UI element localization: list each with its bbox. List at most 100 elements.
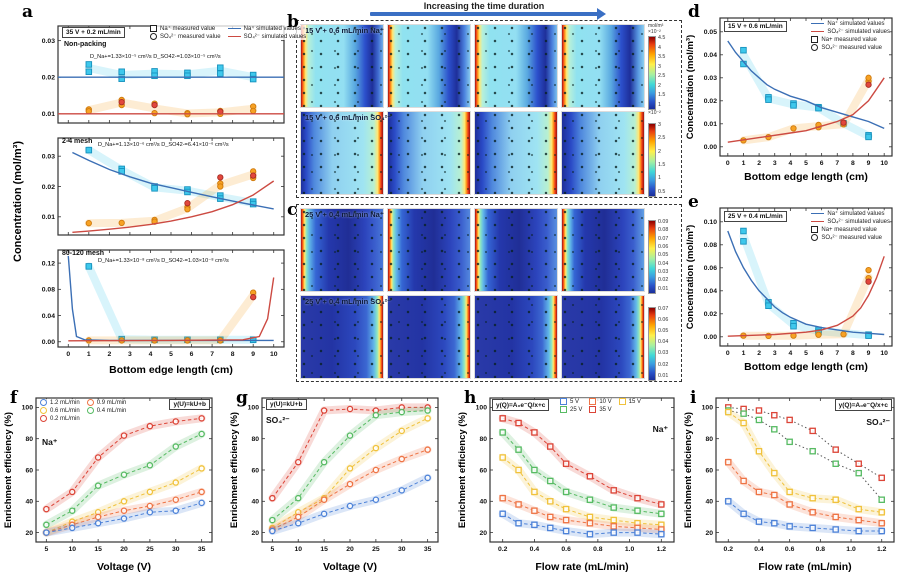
legend-item: 35 V bbox=[589, 406, 612, 413]
svg-text:80: 80 bbox=[705, 436, 713, 443]
svg-text:0.00: 0.00 bbox=[704, 334, 717, 341]
svg-text:6: 6 bbox=[820, 160, 824, 167]
legend-item: 0.4 mL/min bbox=[86, 407, 127, 414]
colorbar: mol/m³ ×10⁻² 4.5 4 3.5 3 2.5 2 1.5 1 bbox=[645, 23, 678, 110]
svg-text:0.2: 0.2 bbox=[498, 546, 508, 553]
legend-item: SO₄²⁻ simulated values bbox=[811, 28, 890, 35]
svg-text:Enrichment efficiency (%): Enrichment efficiency (%) bbox=[457, 412, 468, 528]
svg-text:5: 5 bbox=[44, 546, 48, 553]
legend-item: 0.6 mL/min bbox=[40, 407, 80, 414]
svg-text:2: 2 bbox=[107, 351, 111, 358]
particle-dots-overlay bbox=[301, 112, 383, 194]
svg-text:1: 1 bbox=[742, 160, 746, 167]
heatmap-frames bbox=[300, 208, 645, 292]
panel-letter-f: f bbox=[10, 388, 18, 408]
legend-item-label: 0.6 mL/min bbox=[50, 407, 80, 414]
colorbar-tick-label: 0.07 bbox=[658, 235, 669, 242]
legend-item-label: 0.9 mL/min bbox=[96, 399, 127, 406]
svg-text:0.08: 0.08 bbox=[42, 287, 55, 294]
svg-text:Enrichment efficiency (%): Enrichment efficiency (%) bbox=[3, 412, 14, 528]
legend-item: SO₄²⁻ measured value bbox=[811, 44, 890, 51]
heatmap-frame bbox=[474, 24, 558, 108]
heatmap-frame bbox=[387, 295, 471, 379]
colorbar-tick-label: 2 bbox=[658, 82, 661, 89]
legend-item-label: 1.2 mL/min bbox=[50, 399, 80, 406]
chart-canvas-a1: 0.01 0.02 0.03 bbox=[42, 25, 285, 124]
svg-text:Flow rate (mL/min): Flow rate (mL/min) bbox=[535, 561, 628, 573]
svg-text:0.6: 0.6 bbox=[785, 546, 795, 553]
legend-item: 0.9 mL/min bbox=[86, 399, 127, 406]
chart-label: SO₄²⁻ bbox=[866, 417, 890, 427]
chart-legend: Na⁺ simulated values SO₄²⁻ simulated valu… bbox=[811, 210, 890, 241]
colorbar-tick-label: 1 bbox=[658, 101, 661, 108]
legend-item-label: Na⁺ simulated values bbox=[243, 26, 301, 32]
svg-text:0.10: 0.10 bbox=[704, 219, 717, 226]
colorbar-unit-label: ×10⁻² bbox=[648, 110, 661, 116]
heatmap-frames bbox=[300, 295, 645, 379]
particle-dots-overlay bbox=[562, 112, 644, 194]
particle-dots-overlay bbox=[388, 296, 470, 378]
legend-item-label: Na+ measured value bbox=[821, 226, 877, 233]
colorbar-tick-label: 4.5 bbox=[658, 35, 666, 41]
particle-dots-overlay bbox=[301, 209, 383, 291]
heatmap-frame bbox=[474, 295, 558, 379]
svg-text:Voltage (V): Voltage (V) bbox=[97, 561, 151, 573]
svg-text:9: 9 bbox=[251, 351, 255, 358]
svg-text:0.12: 0.12 bbox=[42, 260, 55, 267]
svg-text:1.0: 1.0 bbox=[625, 546, 635, 553]
legend-line-swatch-icon bbox=[227, 28, 241, 29]
svg-text:20: 20 bbox=[120, 546, 128, 553]
svg-text:9: 9 bbox=[867, 350, 871, 357]
legend-item-label: 15 V bbox=[628, 398, 642, 405]
colorbar-ticks: 3 2.5 2 1.5 1 0.5 bbox=[658, 122, 666, 195]
legend-item-label: 5 V bbox=[570, 398, 580, 405]
legend-item-label: 0.4 mL/min bbox=[96, 407, 127, 414]
legend-item: 25 V bbox=[560, 406, 582, 413]
svg-text:1: 1 bbox=[742, 350, 746, 357]
chart-a3-80-120-mesh: 0 1 2 3 4 5 6 7 8 9 10 0.00 0.04 0.08 0.12 Bottom edge … bbox=[28, 246, 290, 379]
chart-label: 80-120 mesh bbox=[62, 250, 105, 257]
svg-text:7: 7 bbox=[210, 351, 214, 358]
legend-square-marker-icon bbox=[560, 406, 567, 413]
particle-dots-overlay bbox=[301, 25, 383, 107]
svg-text:Bottom edge length (cm): Bottom edge length (cm) bbox=[744, 171, 868, 183]
legend-item: Na+ measured value bbox=[811, 226, 890, 233]
svg-text:100: 100 bbox=[476, 405, 488, 412]
legend-item: 15 V bbox=[618, 398, 642, 405]
heatmap-frames bbox=[300, 24, 645, 108]
colorbar-tick-label: 1.5 bbox=[658, 161, 666, 168]
heatmap-frame bbox=[561, 24, 645, 108]
formula-or-condition-box: y(U)=kU+b bbox=[169, 399, 210, 410]
colorbar-tick-label: 0.01 bbox=[658, 285, 669, 292]
chart-f-na-voltage: 5 10 15 20 25 30 35 20 40 60 80 100 Voltage (V) Enric… bbox=[2, 390, 220, 576]
heatmap-row-label: 15 V + 0.6 mL/min Na⁺ bbox=[305, 26, 384, 35]
legend-item: 0.2 mL/min bbox=[40, 415, 80, 422]
svg-text:0.00: 0.00 bbox=[42, 339, 55, 346]
svg-text:60: 60 bbox=[251, 467, 259, 474]
legend-line-swatch-icon bbox=[811, 31, 825, 32]
svg-text:Bottom edge length (cm): Bottom edge length (cm) bbox=[744, 361, 868, 373]
colorbar-tick-label: 2.5 bbox=[658, 135, 666, 142]
formula-or-condition-box: 15 V + 0.6 mL/min bbox=[724, 21, 787, 32]
svg-text:5: 5 bbox=[270, 546, 274, 553]
svg-text:0.03: 0.03 bbox=[42, 38, 55, 45]
time-arrow-label: Increasing the time duration bbox=[423, 1, 545, 11]
legend-item-label: Na⁺ simulated values bbox=[827, 21, 885, 27]
legend-item-label: 10 V bbox=[599, 398, 612, 405]
svg-text:5: 5 bbox=[169, 351, 173, 358]
formula-or-condition-box: y(Q)=A₀e⁻Q/x+c bbox=[834, 399, 892, 411]
panel-letter-d: d bbox=[688, 2, 700, 22]
svg-text:0.04: 0.04 bbox=[42, 313, 55, 320]
heatmap-frame bbox=[300, 295, 384, 379]
svg-text:Flow rate (mL/min): Flow rate (mL/min) bbox=[758, 561, 851, 573]
svg-text:0.8: 0.8 bbox=[593, 546, 603, 553]
colorbar: 0.09 0.08 0.07 0.06 0.05 0.04 0.03 0.02 0.01 bbox=[645, 208, 678, 294]
legend-square-marker-icon bbox=[618, 398, 626, 405]
svg-text:Concentration (mol/m³): Concentration (mol/m³) bbox=[685, 35, 696, 140]
svg-text:9: 9 bbox=[867, 160, 871, 167]
legend-line-swatch-icon bbox=[227, 36, 241, 37]
svg-text:10: 10 bbox=[294, 546, 302, 553]
heatmap-row: 25 V + 0.4 mL/min SO₄²⁻ 0.07 0.06 0.05 0.04 0… bbox=[300, 295, 678, 381]
chart-h-na-flowrate: 0.2 0.4 0.6 0.8 1.0 1.2 20 40 60 80 100 Flow rate (… bbox=[456, 390, 682, 576]
